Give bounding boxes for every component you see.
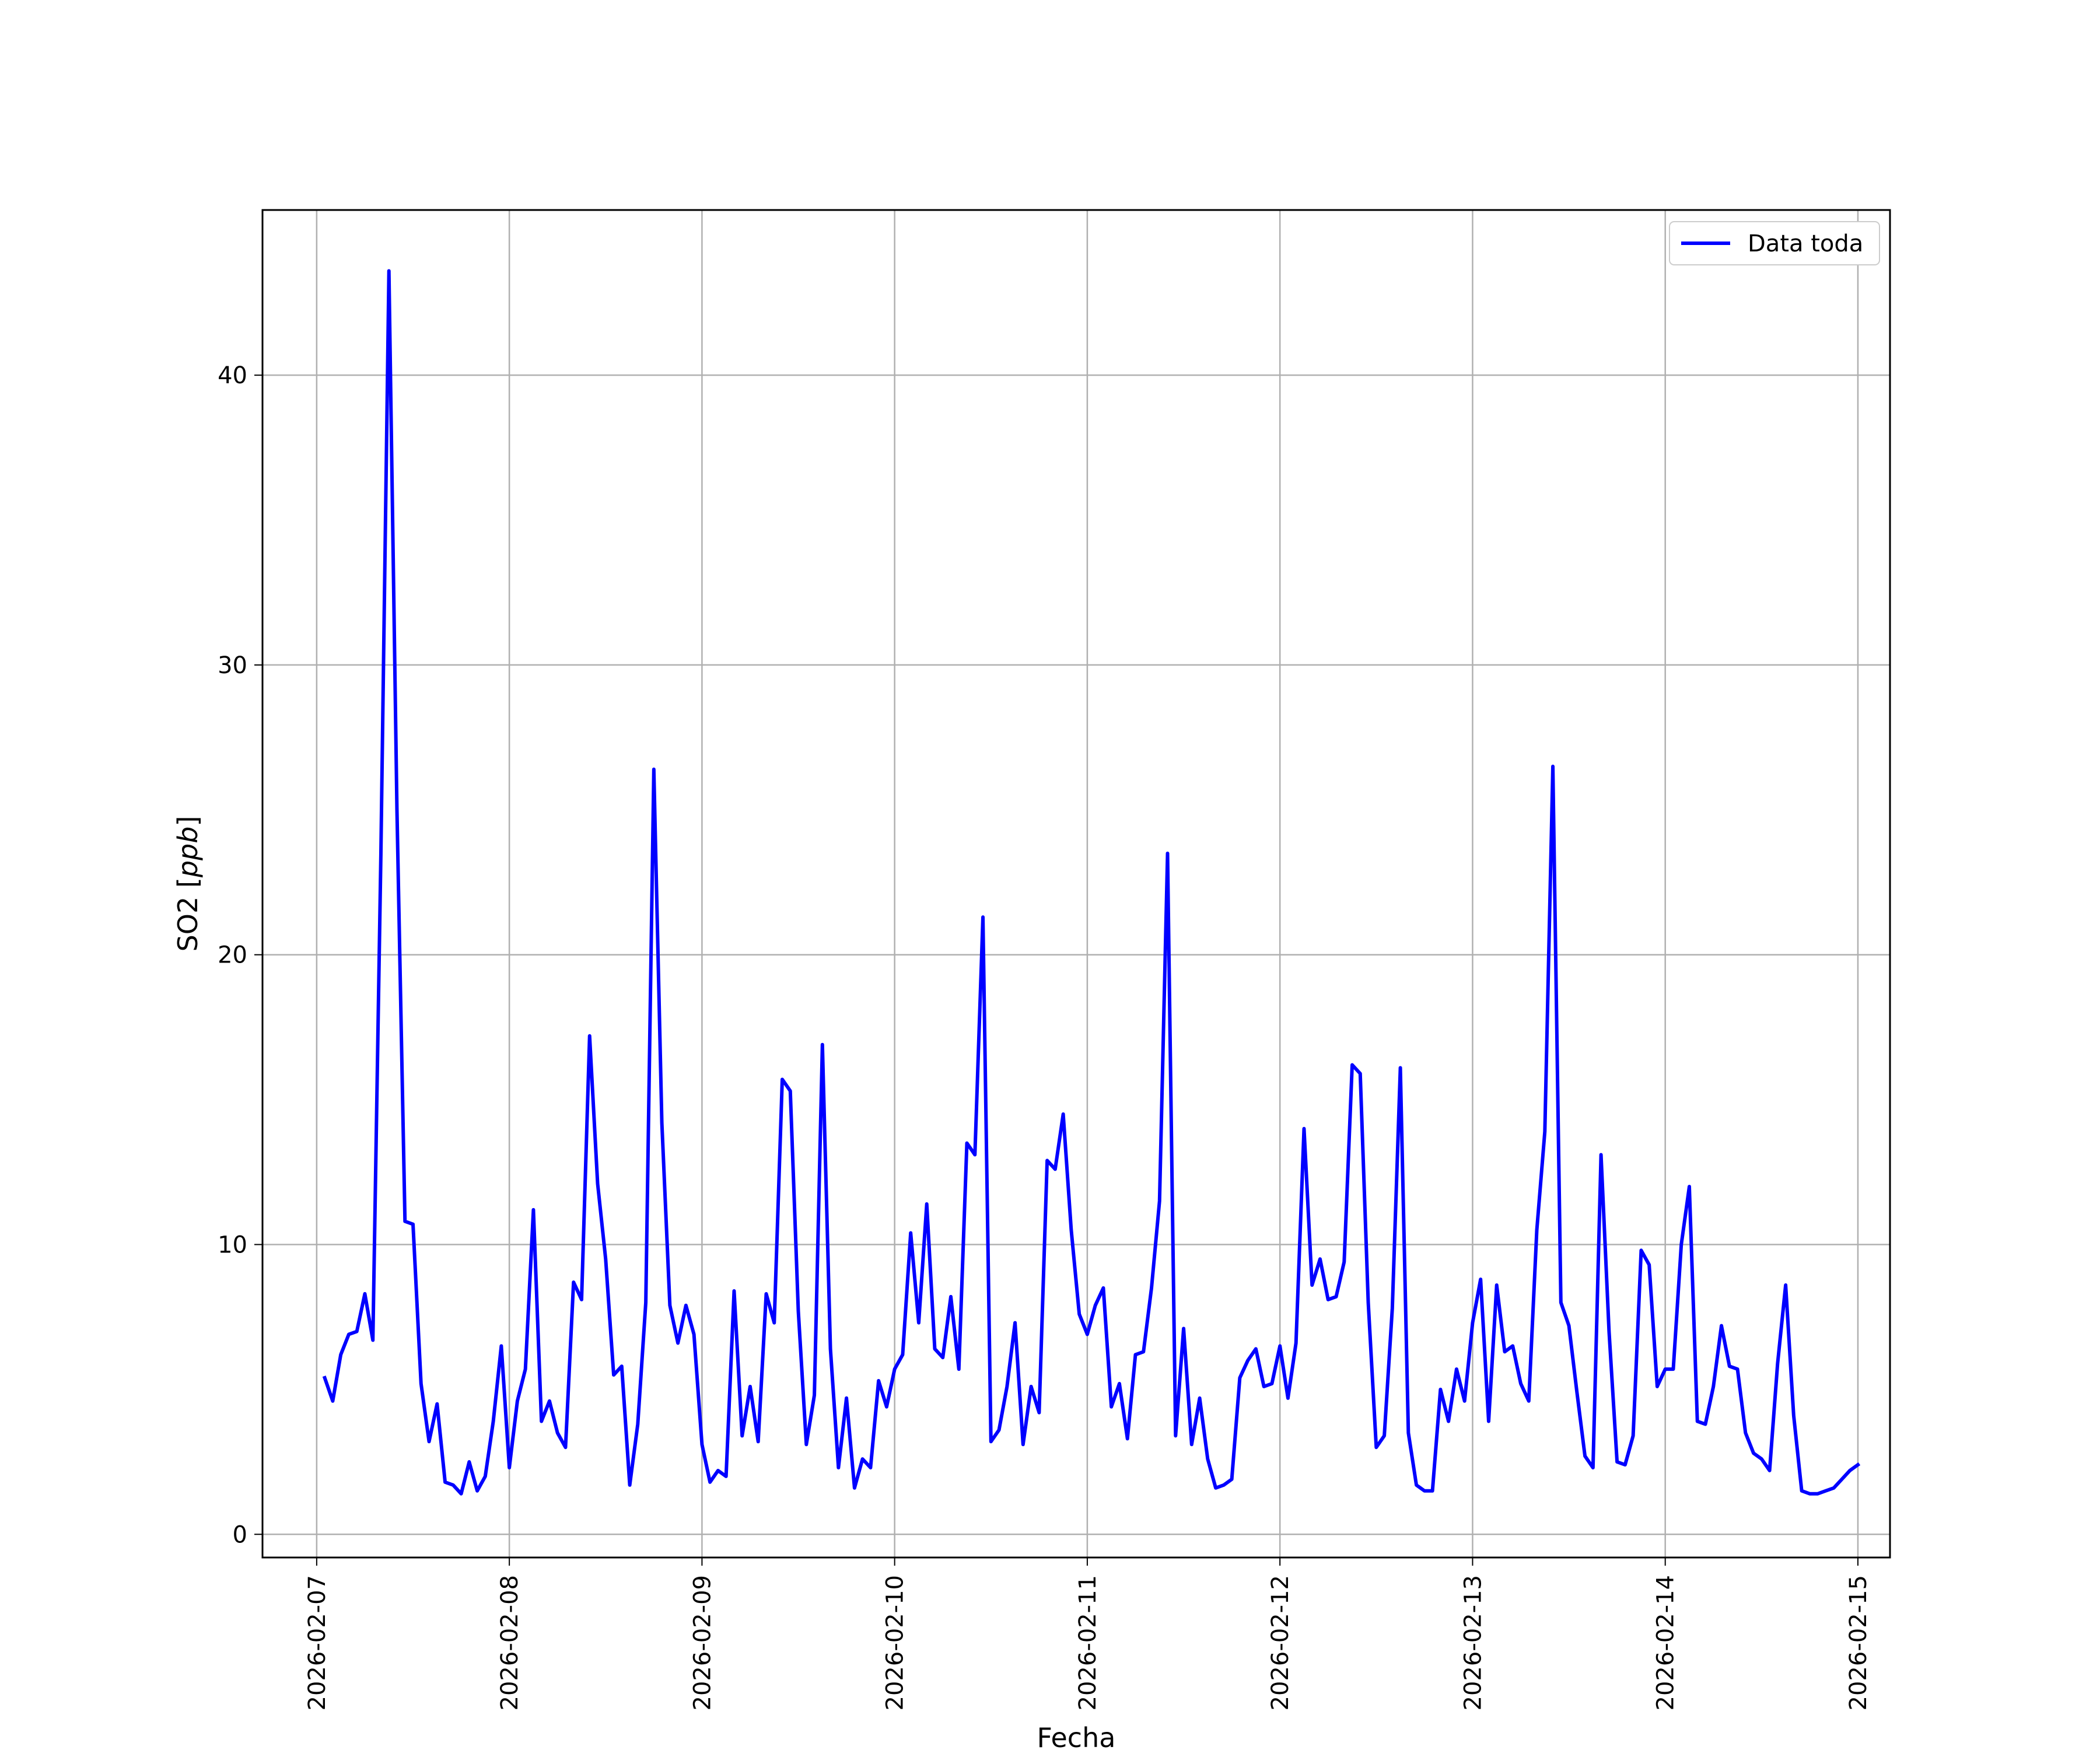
y-axis-title-unit: ppb	[172, 827, 204, 878]
x-axis: 2026-02-07 2026-02-08 2026-02-09 2026-02-10…	[304, 1558, 1872, 1710]
y-tick-label: 0	[233, 1521, 247, 1548]
plot-frame	[261, 209, 1891, 1559]
x-tick-label: 2026-02-11	[1074, 1575, 1101, 1710]
x-tick-label: 2026-02-14	[1653, 1575, 1679, 1710]
x-tick-label: 2026-02-12	[1267, 1575, 1294, 1710]
legend-box	[1669, 221, 1880, 265]
series-layer	[322, 269, 1861, 1496]
legend-label: Data toda	[1748, 230, 1863, 257]
x-tick-label: 2026-02-07	[304, 1575, 331, 1710]
y-tick-label: 10	[218, 1231, 247, 1258]
x-tick-label: 2026-02-09	[689, 1575, 716, 1710]
y-tick-label: 40	[218, 362, 247, 389]
x-tick-label: 2026-02-10	[882, 1575, 909, 1710]
y-axis-title-close: ]	[172, 816, 204, 827]
grid	[262, 210, 1890, 1558]
x-tick-label: 2026-02-08	[496, 1575, 523, 1710]
y-tick-label: 20	[218, 942, 247, 969]
y-axis-title-main: SO2 [	[172, 877, 204, 951]
legend: Data toda	[1669, 221, 1880, 265]
y-tick-label: 30	[218, 652, 247, 679]
x-axis-title: Fecha	[1037, 1722, 1116, 1750]
y-axis: 0 10 20 30 40	[218, 362, 262, 1548]
series-line	[322, 269, 1861, 1496]
y-axis-title: SO2 [ppb]	[172, 816, 204, 952]
x-tick-label: 2026-02-15	[1845, 1575, 1872, 1710]
x-tick-label: 2026-02-13	[1460, 1575, 1486, 1710]
